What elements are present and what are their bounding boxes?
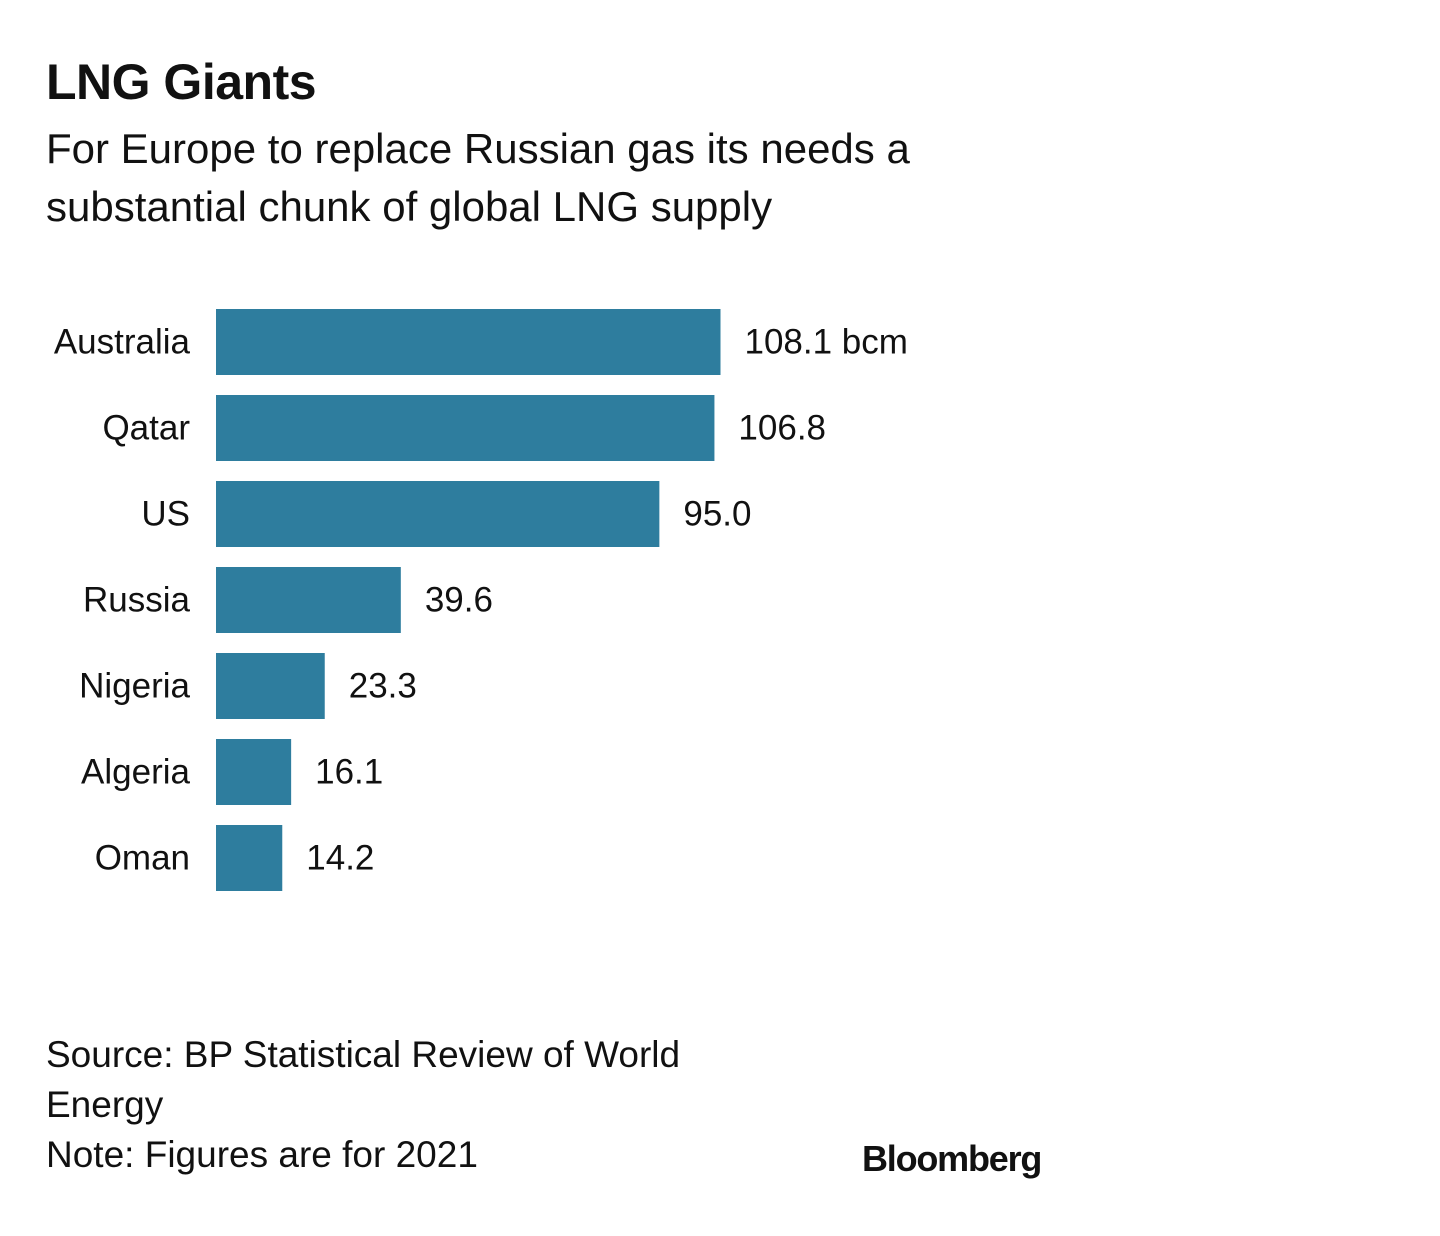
category-label: Algeria — [81, 753, 190, 792]
category-label: Nigeria — [79, 667, 190, 706]
bar — [216, 481, 660, 547]
category-label: Russia — [83, 581, 191, 620]
bloomberg-logo: Bloomberg — [862, 1138, 1042, 1179]
bar — [216, 653, 325, 719]
value-label: 39.6 — [425, 581, 493, 620]
bar — [216, 739, 292, 805]
category-label: US — [141, 495, 190, 534]
note-text: Note: Figures are for 2021 — [46, 1134, 478, 1175]
value-label: 108.1 bcm — [745, 323, 908, 362]
bar — [216, 309, 721, 375]
category-label: Oman — [95, 839, 190, 878]
bar-chart: Australia 108.1 bcm Qatar 106.8 US 95.0 Russia… — [54, 309, 908, 891]
category-label: Australia — [54, 323, 191, 362]
value-label: 16.1 — [315, 753, 383, 792]
value-label: 106.8 — [738, 409, 826, 448]
value-label: 14.2 — [306, 839, 374, 878]
bar — [216, 825, 283, 891]
bar — [216, 567, 401, 633]
source-line-2: Energy — [46, 1084, 164, 1125]
value-label: 23.3 — [349, 667, 417, 706]
category-label: Qatar — [102, 409, 190, 448]
chart-subtitle: For Europe to replace Russian gas its ne… — [46, 125, 910, 230]
chart-footer: Source: BP Statistical Review of World E… — [46, 1030, 786, 1180]
source-line-1: Source: BP Statistical Review of World — [46, 1034, 681, 1075]
chart-title: LNG Giants — [46, 54, 317, 110]
bar — [216, 395, 715, 461]
value-label: 95.0 — [683, 495, 751, 534]
